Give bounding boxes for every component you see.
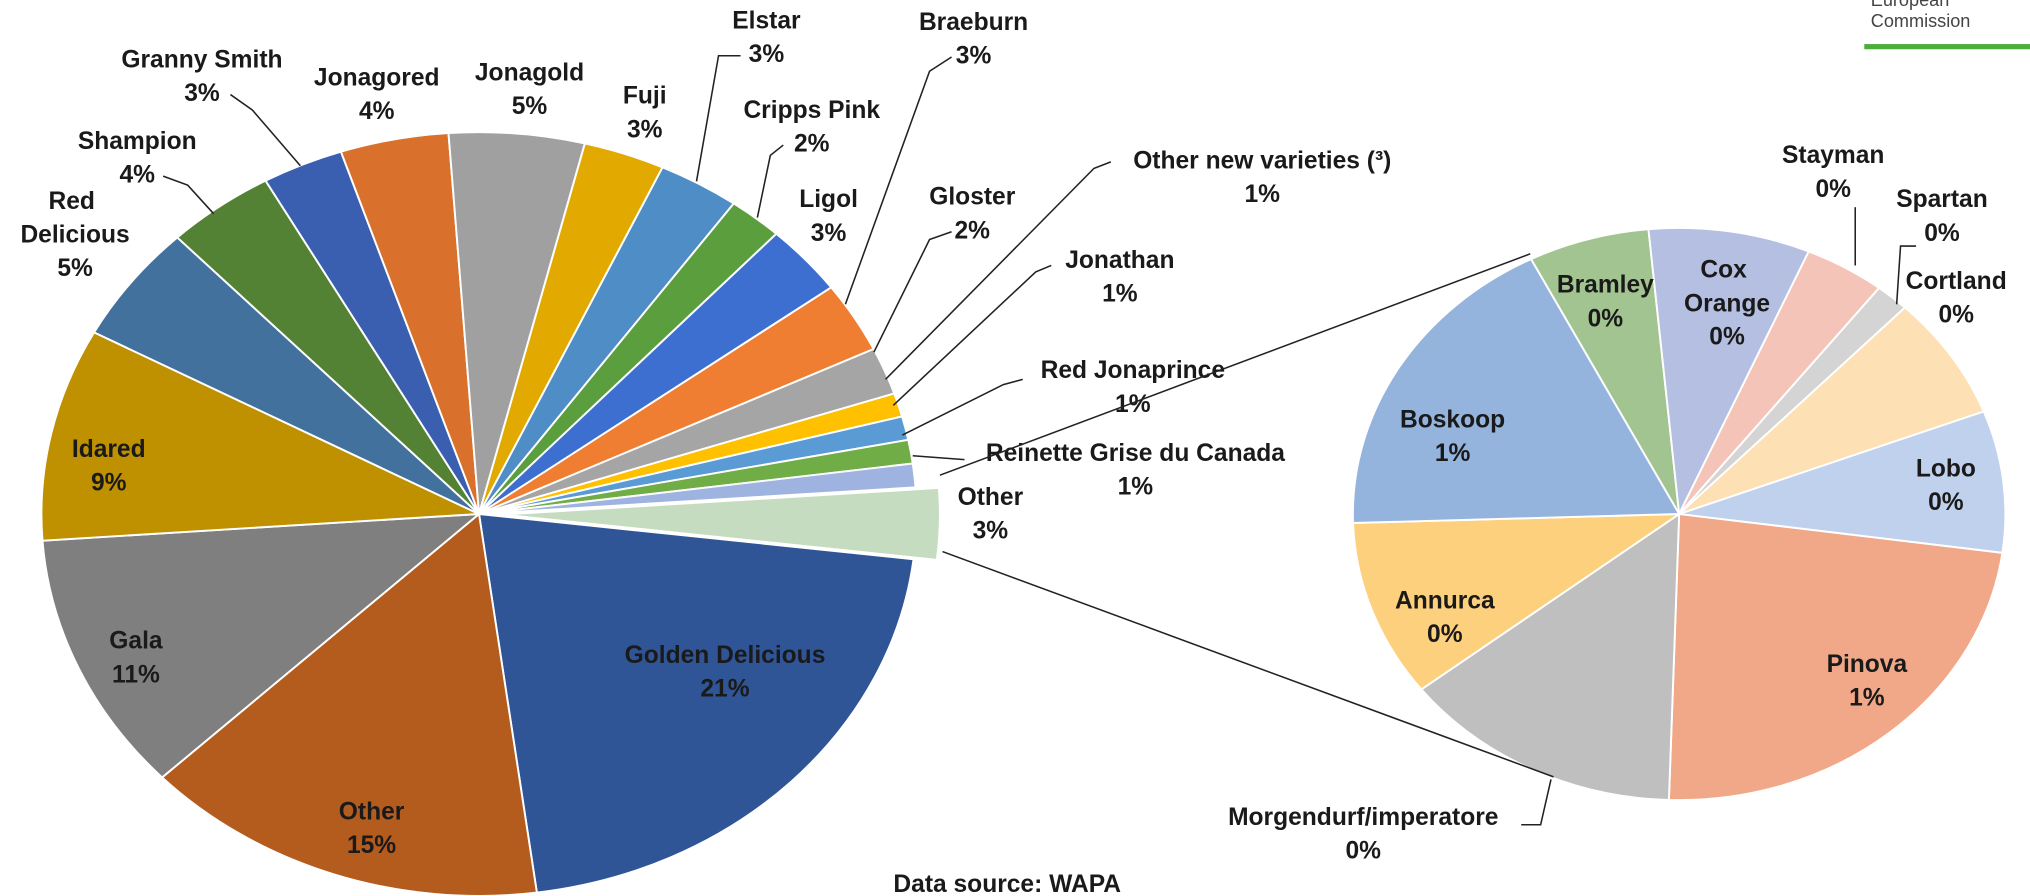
pie-slice: [1529, 228, 1681, 515]
leader-line: [873, 231, 952, 353]
data-label: 1%: [1102, 281, 1138, 308]
data-label: 1%: [1245, 181, 1281, 208]
connector-line: [939, 253, 1531, 476]
logo-text: Commission: [1871, 11, 1971, 31]
data-label: 0%: [1928, 489, 1964, 516]
pie-slice: [40, 331, 480, 542]
leader-line: [912, 454, 965, 461]
data-label: 0%: [1924, 220, 1960, 247]
data-label: 4%: [119, 162, 155, 189]
data-label: 2%: [794, 131, 830, 158]
leader-line: [1521, 779, 1552, 826]
data-label: 1%: [1435, 440, 1471, 467]
data-label: Spartan: [1896, 186, 1988, 213]
data-label: 1%: [1849, 685, 1885, 712]
pie-slice: [1667, 512, 2004, 802]
data-label: Jonagold: [475, 59, 584, 86]
data-label: Bramley: [1557, 272, 1654, 299]
pie-slice: [1678, 306, 1986, 515]
pie-slice: [1352, 512, 1683, 691]
data-label: Annurca: [1395, 588, 1495, 615]
data-label: Other new varieties (³): [1133, 147, 1391, 174]
data-label: 9%: [91, 470, 127, 497]
data-label: Reinette Grise du Canada: [986, 440, 1285, 467]
data-label: Braeburn: [919, 9, 1028, 36]
data-label: 15%: [347, 832, 396, 859]
data-label: Pinova: [1827, 651, 1908, 678]
data-label: 0%: [1815, 176, 1851, 203]
data-label: Red Delicious: [20, 188, 129, 249]
data-label: Gloster: [929, 184, 1015, 211]
pie-slice: [477, 512, 915, 894]
data-label: 0%: [1588, 305, 1624, 332]
leader-line: [892, 264, 1052, 406]
data-label: Idared: [72, 436, 146, 463]
leader-line: [229, 93, 301, 167]
leader-line: [844, 56, 952, 305]
pie-slice: [502, 486, 941, 561]
data-label: 0%: [1427, 621, 1463, 648]
data-label: Granny Smith: [121, 46, 282, 73]
leader-line: [162, 175, 215, 215]
pie-slice: [1678, 410, 2007, 554]
data-label: Fuji: [623, 83, 667, 110]
data-label: Cripps Pink: [743, 97, 880, 124]
data-label: Other: [958, 484, 1024, 511]
leader-line: [695, 54, 741, 182]
data-label: Jonagored: [314, 65, 440, 92]
data-label: Cox Orange: [1684, 256, 1770, 317]
data-label: Gala: [109, 628, 163, 655]
data-label: 3%: [184, 80, 220, 107]
leader-line: [884, 161, 1112, 380]
data-label: 0%: [1709, 323, 1745, 350]
data-label: Ligol: [799, 186, 858, 213]
data-label: Jonathan: [1065, 247, 1174, 274]
data-label: Boskoop: [1400, 406, 1505, 433]
leader-lines: [162, 54, 1917, 826]
data-label: 1%: [1115, 391, 1151, 418]
data-label: 0%: [1345, 837, 1381, 864]
data-label: 3%: [973, 518, 1009, 545]
data-label: Elstar: [732, 8, 801, 35]
data-label: Morgendurf/imperatore: [1228, 804, 1498, 831]
data-label: 2%: [955, 217, 991, 244]
data-label: 21%: [700, 676, 749, 703]
data-label: Golden Delicious: [625, 642, 826, 669]
data-label: Shampion: [78, 128, 197, 155]
data-label: 3%: [749, 41, 785, 68]
data-label: 4%: [359, 98, 395, 125]
leader-line: [1895, 245, 1917, 305]
pie-slice: [1647, 226, 1811, 518]
leader-line: [756, 144, 784, 218]
data-label: 11%: [112, 661, 160, 688]
pie-slice: [478, 462, 917, 515]
pie-slice: [41, 512, 482, 779]
data-label: Other: [339, 799, 405, 826]
footnote: Data source: WAPA: [893, 871, 1121, 896]
data-label: 3%: [627, 116, 663, 143]
data-label: Stayman: [1782, 142, 1884, 169]
data-label: 3%: [956, 43, 992, 70]
leader-line: [902, 378, 1023, 436]
data-label: 1%: [1118, 474, 1154, 501]
data-label: 5%: [57, 255, 93, 282]
logo-bar: [1864, 44, 2030, 50]
data-label: Red Jonaprince: [1041, 357, 1225, 384]
pie-slice: [1351, 257, 1681, 525]
data-label: Lobo: [1916, 456, 1976, 483]
data-label: Cortland: [1906, 268, 2007, 295]
data-label: 5%: [512, 93, 548, 120]
data-label: 0%: [1938, 301, 1974, 328]
data-label: 3%: [811, 220, 847, 247]
logo-text: European: [1871, 0, 1950, 10]
connector-line: [942, 550, 1554, 778]
